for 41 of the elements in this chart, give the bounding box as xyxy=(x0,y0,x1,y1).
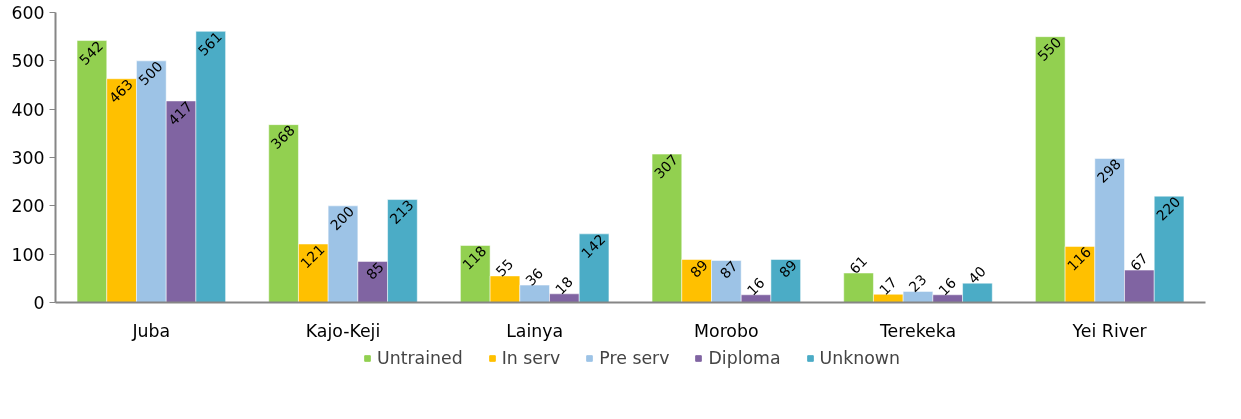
data-label: 16 xyxy=(935,274,960,299)
data-label: 87 xyxy=(716,257,741,282)
x-tick-label: Yei River xyxy=(1071,320,1148,341)
y-tick-label: 200 xyxy=(11,196,45,217)
y-tick-label: 100 xyxy=(11,244,45,265)
y-tick-label: 300 xyxy=(11,148,45,168)
data-label: 463 xyxy=(105,75,136,107)
legend-label: Pre serv xyxy=(599,348,670,368)
data-label: 40 xyxy=(965,262,989,287)
data-label: 23 xyxy=(905,271,930,296)
data-label: 200 xyxy=(327,203,358,234)
data-label: 16 xyxy=(743,274,768,299)
x-tick-label: Morobo xyxy=(694,320,759,341)
data-label: 89 xyxy=(776,256,801,281)
y-tick-label: 500 xyxy=(11,51,45,72)
data-label: 542 xyxy=(75,37,107,68)
legend-label: Unknown xyxy=(819,348,900,368)
y-tick-label: 400 xyxy=(11,99,45,120)
data-label: 561 xyxy=(194,28,226,59)
data-label: 89 xyxy=(687,256,711,281)
data-label: 67 xyxy=(1127,249,1151,274)
data-label: 61 xyxy=(846,252,871,277)
data-label: 36 xyxy=(522,264,547,289)
x-tick-label: Lainya xyxy=(506,320,564,341)
data-label: 550 xyxy=(1034,33,1065,65)
data-label: 500 xyxy=(135,58,166,89)
legend-label: Untrained xyxy=(377,348,463,368)
x-tick-label: Terekeka xyxy=(878,320,957,341)
data-label: 121 xyxy=(297,241,328,272)
data-label: 17 xyxy=(875,274,900,299)
data-label: 18 xyxy=(552,273,576,298)
y-tick-label: 0 xyxy=(33,293,45,313)
data-label: 55 xyxy=(492,255,517,280)
x-tick-label: Juba xyxy=(131,320,171,341)
y-tick-label: 600 xyxy=(11,3,45,23)
x-tick-label: Kajo-Keji xyxy=(305,320,381,341)
data-label: 417 xyxy=(165,98,196,129)
legend-label: In serv xyxy=(501,348,561,368)
data-label: 142 xyxy=(578,231,609,262)
legend-label: Diploma xyxy=(708,348,781,368)
data-label: 85 xyxy=(363,258,387,283)
